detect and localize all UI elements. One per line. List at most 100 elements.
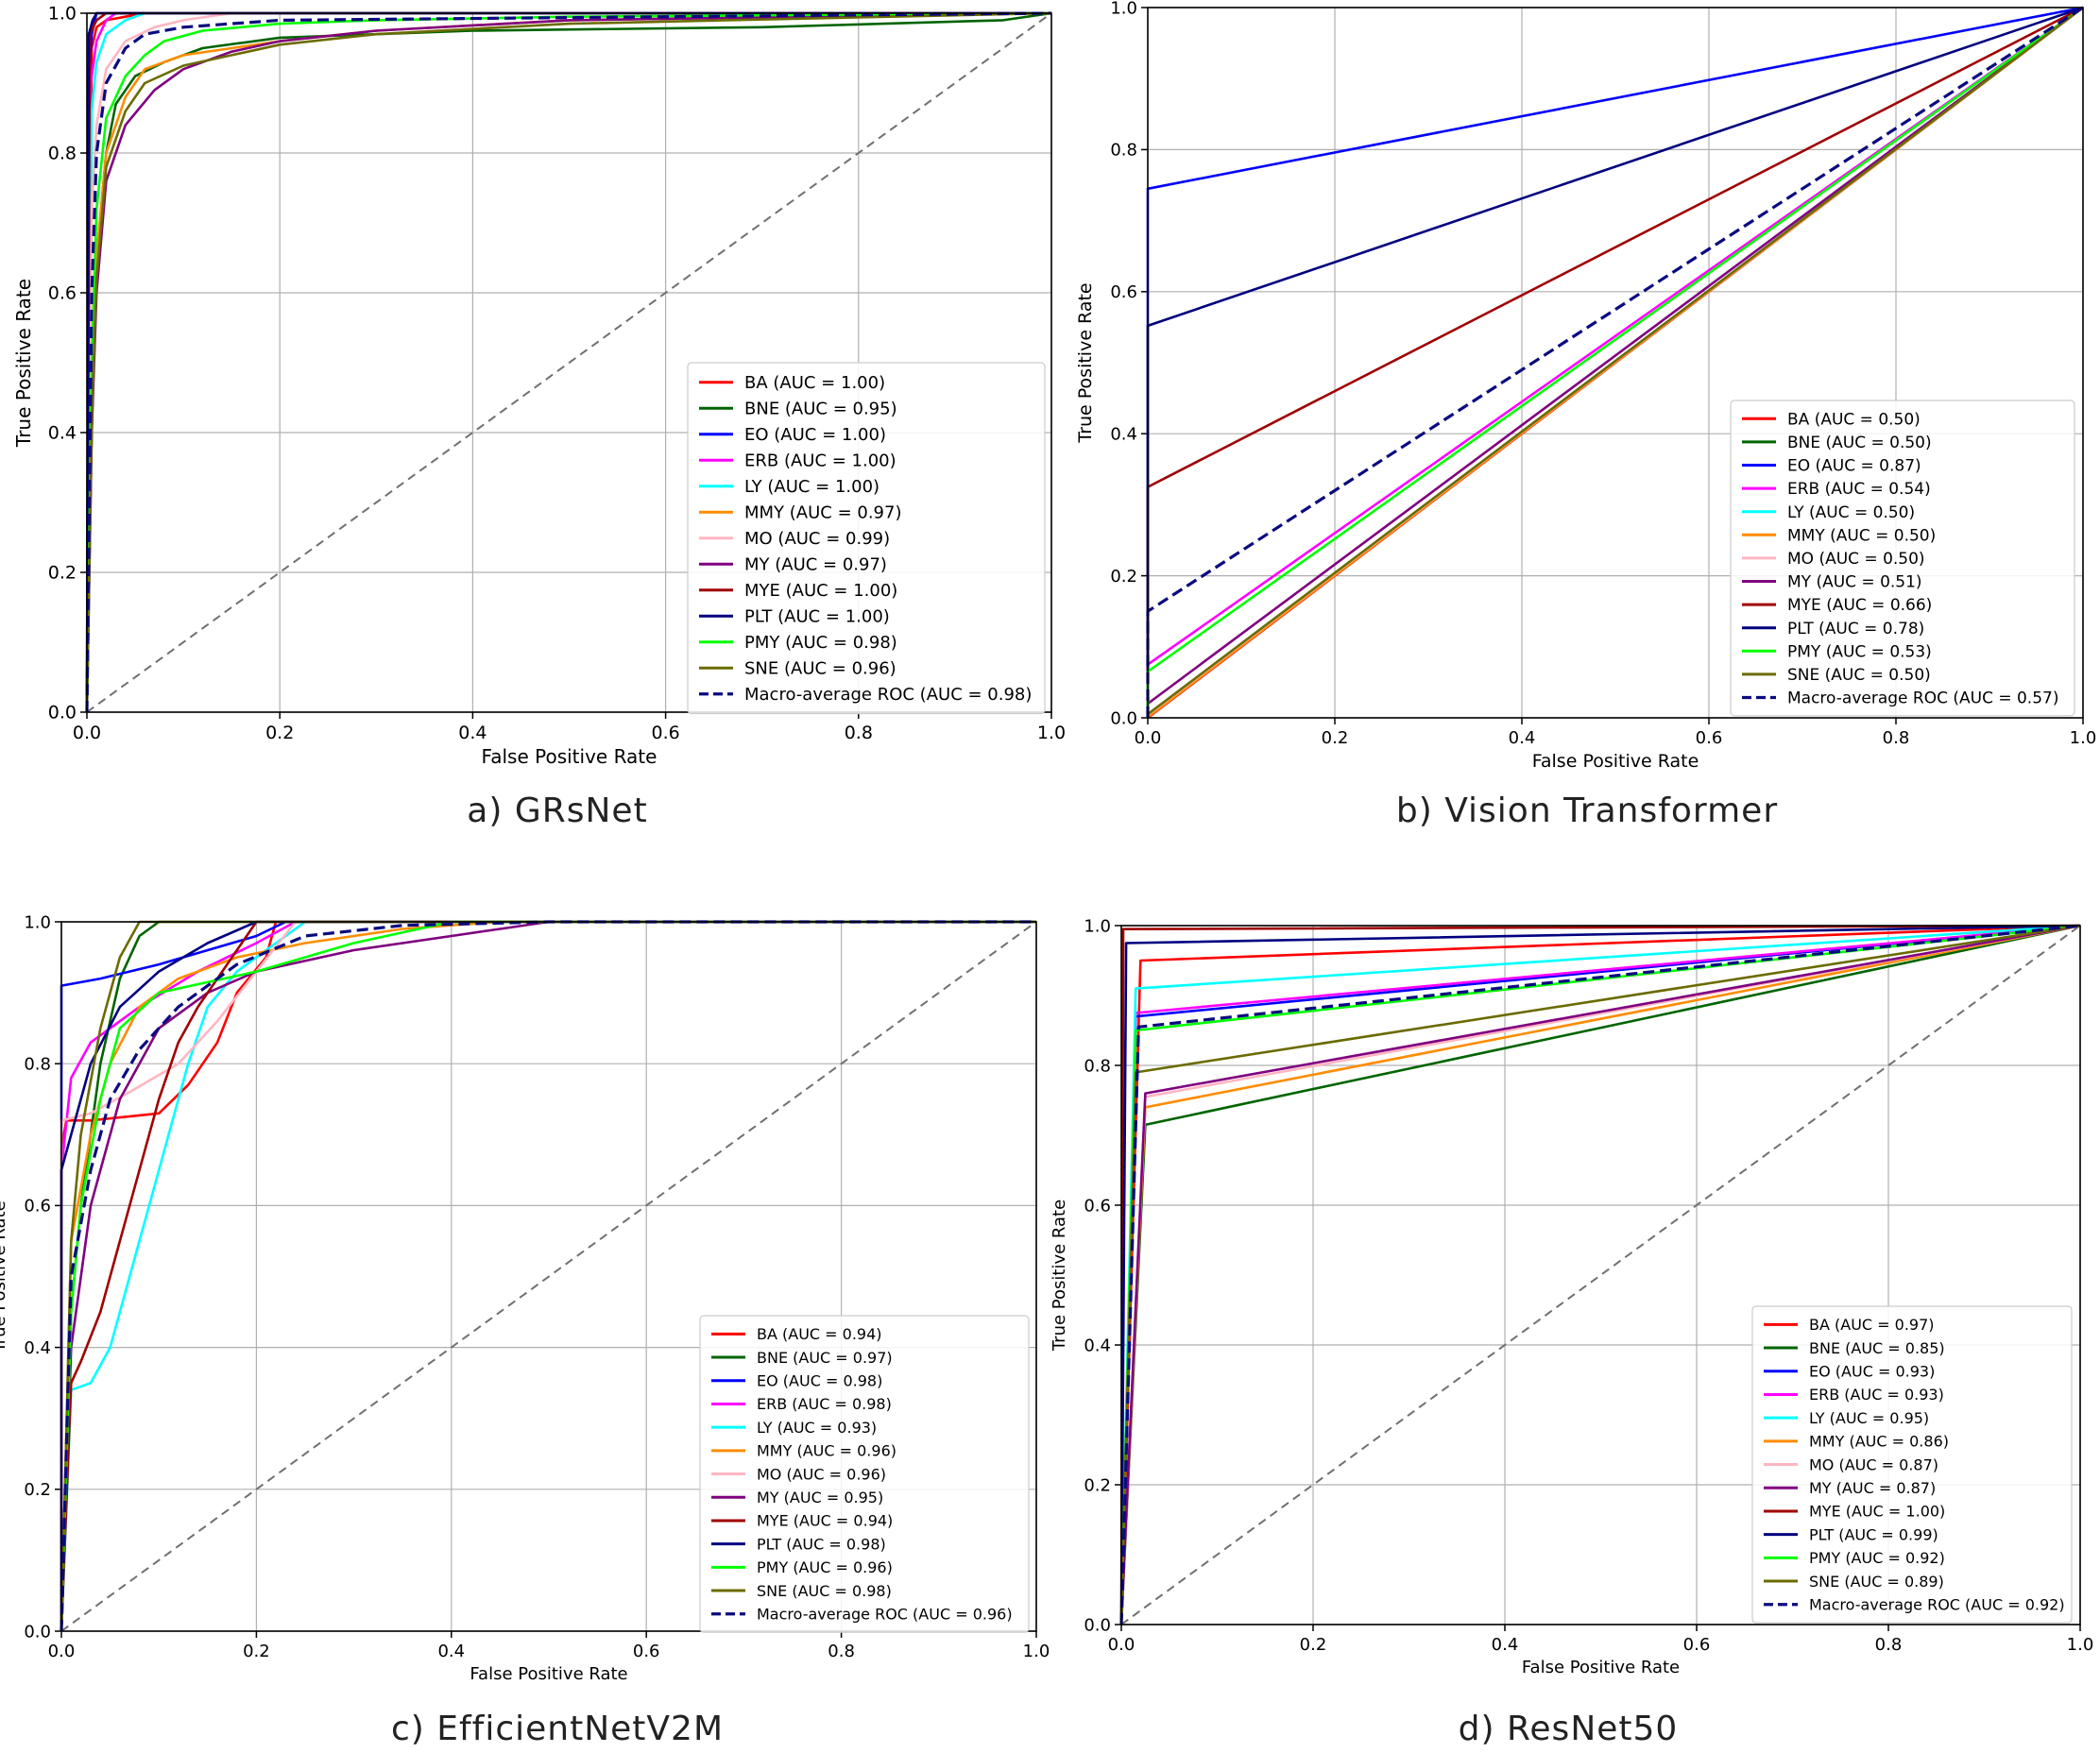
- legend-label: Macro-average ROC (AUC = 0.98): [744, 685, 1032, 705]
- legend-label: BNE (AUC = 0.97): [757, 1349, 893, 1367]
- legend-label: LY (AUC = 0.95): [1809, 1409, 1929, 1427]
- chance-diagonal: [60, 921, 1037, 1632]
- legend-label: MY (AUC = 0.87): [1809, 1479, 1936, 1497]
- x-tick-label: 0.2: [243, 1642, 270, 1661]
- legend-label: MO (AUC = 0.87): [1809, 1455, 1938, 1473]
- x-axis-label: False Positive Rate: [482, 745, 657, 768]
- y-tick-label: 0.2: [24, 1480, 51, 1500]
- x-tick-label: 1.0: [1037, 723, 1066, 743]
- legend-label: MYE (AUC = 0.66): [1787, 596, 1932, 615]
- chance-diagonal: [86, 12, 1052, 713]
- roc-curve: [1119, 924, 2081, 1625]
- caption-a: a) GRsNet: [467, 791, 648, 830]
- legend-label: BNE (AUC = 0.50): [1787, 434, 1932, 452]
- y-axis-label: True Positive Rate: [1075, 282, 1096, 443]
- x-tick-label: 0.2: [265, 723, 294, 743]
- legend-label: MYE (AUC = 0.94): [757, 1512, 893, 1530]
- legend-box: [1751, 1305, 2073, 1624]
- chart-a: 0.00.0 0.2 0.2 0.4 0.4 0.6 0.6 0.8 0.8 1.0 1.0 Fals…: [12, 4, 1066, 768]
- legend-label: MMY (AUC = 0.50): [1787, 526, 1936, 545]
- legend-label: BA (AUC = 0.50): [1787, 410, 1921, 429]
- roc-curve: [85, 11, 1051, 713]
- x-tick-label: 0.6: [1696, 728, 1723, 748]
- y-tick-label: 0.6: [48, 283, 77, 304]
- roc-curve: [60, 920, 1036, 1631]
- roc-curve: [60, 920, 1036, 1632]
- y-tick-label: 1.0: [24, 912, 51, 932]
- y-tick-label: 0.2: [1110, 567, 1137, 587]
- roc-curve: [60, 920, 1036, 1632]
- roc-curve: [85, 11, 1052, 713]
- x-tick-label: 0.0: [48, 1642, 76, 1661]
- x-tick-label: 1.0: [1023, 1642, 1050, 1661]
- legend-label: BNE (AUC = 0.95): [744, 400, 897, 419]
- caption-b: b) Vision Transformer: [1395, 791, 1779, 830]
- y-tick-label: 0.4: [1110, 425, 1137, 445]
- y-tick-label: 0.0: [1110, 708, 1137, 728]
- roc-curve: [85, 11, 1052, 713]
- chart-c: 0.00.0 0.2 0.2 0.4 0.4 0.6 0.6 0.8 0.8 1.0 1.0 Fals…: [0, 912, 1050, 1684]
- chart-d: 0.00.0 0.2 0.2 0.4 0.4 0.6 0.6 0.8 0.8 1.0 1.0 Fals…: [1050, 916, 2093, 1677]
- x-tick-label: 0.6: [1683, 1635, 1711, 1655]
- axes-frame: [1147, 7, 2084, 719]
- legend-label: EO (AUC = 0.93): [1809, 1363, 1935, 1381]
- legend-label: BA (AUC = 0.97): [1809, 1316, 1935, 1334]
- x-tick-label: 0.8: [1883, 728, 1910, 748]
- y-tick-label: 0.4: [48, 423, 77, 444]
- y-tick-label: 0.8: [24, 1055, 51, 1075]
- roc-curve: [1119, 924, 2081, 1625]
- legend-label: EO (AUC = 0.87): [1787, 457, 1921, 476]
- legend-label: SNE (AUC = 0.50): [1787, 666, 1931, 685]
- legend-label: BA (AUC = 0.94): [757, 1325, 882, 1343]
- x-tick-label: 0.4: [437, 1642, 465, 1661]
- legend-label: SNE (AUC = 0.96): [744, 659, 896, 679]
- legend-label: BNE (AUC = 0.85): [1809, 1339, 1945, 1357]
- x-axis-label: False Positive Rate: [1532, 751, 1699, 772]
- roc-curve: [60, 920, 1036, 1632]
- y-tick-label: 0.4: [1084, 1336, 1111, 1355]
- y-axis-label: True Positive Rate: [0, 1200, 9, 1353]
- legend-label: MMY (AUC = 0.86): [1809, 1433, 1949, 1451]
- legend-label: PLT (AUC = 1.00): [744, 607, 890, 627]
- roc-curve: [1119, 924, 2081, 1625]
- x-tick-label: 0.8: [1875, 1635, 1903, 1655]
- y-tick-label: 0.6: [1110, 282, 1137, 302]
- y-tick-label: 0.4: [24, 1338, 51, 1358]
- legend-label: EO (AUC = 1.00): [744, 425, 886, 445]
- x-tick-label: 0.2: [1322, 728, 1349, 748]
- x-tick-label: 0.0: [73, 723, 101, 743]
- legend-label: MY (AUC = 0.51): [1787, 573, 1922, 592]
- legend-label: ERB (AUC = 0.54): [1787, 480, 1931, 499]
- legend-box: [1730, 400, 2075, 717]
- x-axis-label: False Positive Rate: [470, 1664, 627, 1684]
- legend-label: MO (AUC = 0.50): [1787, 550, 1925, 569]
- y-tick-label: 1.0: [1110, 0, 1137, 18]
- roc-curve: [60, 920, 1036, 1631]
- x-tick-label: 1.0: [2067, 1635, 2094, 1655]
- legend-label: MY (AUC = 0.95): [757, 1489, 883, 1506]
- legend-label: MMY (AUC = 0.97): [744, 503, 901, 523]
- legend-label: PLT (AUC = 0.99): [1809, 1525, 1938, 1543]
- legend-label: BA (AUC = 1.00): [744, 373, 885, 393]
- x-tick-label: 0.0: [1135, 728, 1162, 748]
- legend-label: MO (AUC = 0.99): [744, 529, 890, 549]
- axes-frame: [60, 921, 1037, 1632]
- y-tick-label: 0.6: [1084, 1196, 1111, 1216]
- legend-label: PMY (AUC = 0.53): [1787, 642, 1932, 661]
- legend-label: Macro-average ROC (AUC = 0.96): [757, 1606, 1013, 1624]
- x-axis-label: False Positive Rate: [1522, 1658, 1680, 1677]
- x-tick-label: 0.2: [1300, 1635, 1327, 1655]
- y-tick-label: 0.8: [1110, 141, 1137, 161]
- x-tick-label: 0.4: [1509, 728, 1536, 748]
- legend-label: PMY (AUC = 0.98): [744, 633, 897, 653]
- x-tick-label: 0.0: [1108, 1635, 1135, 1655]
- legend-label: MO (AUC = 0.96): [757, 1465, 886, 1483]
- y-tick-label: 0.0: [24, 1622, 51, 1642]
- legend-label: ERB (AUC = 1.00): [744, 451, 896, 471]
- axes-frame: [86, 12, 1052, 713]
- legend-label: MYE (AUC = 1.00): [1809, 1503, 1945, 1521]
- x-tick-label: 0.6: [633, 1642, 660, 1661]
- axes-frame: [1120, 925, 2081, 1625]
- roc-curve: [60, 920, 1036, 1632]
